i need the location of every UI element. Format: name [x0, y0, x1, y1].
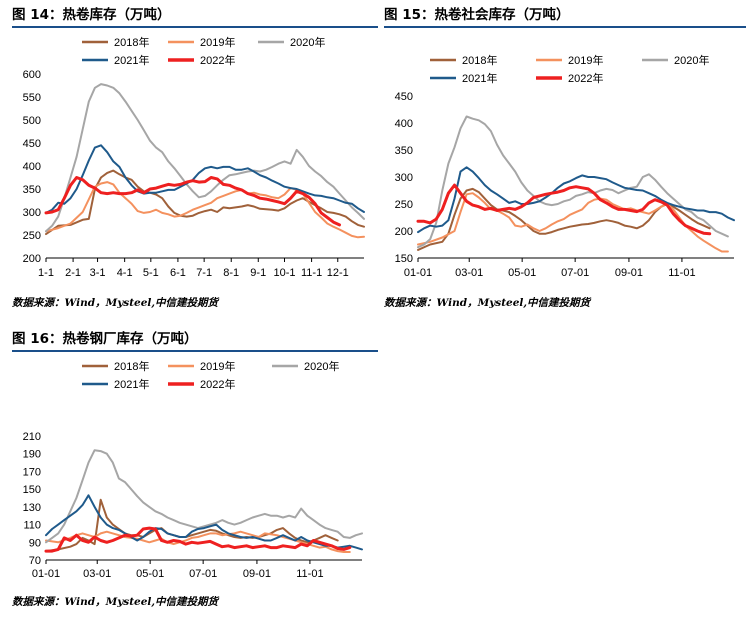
- series-line-2019: [45, 530, 351, 553]
- legend-label: 2021年: [114, 53, 149, 67]
- x-tick-label: 07-01: [561, 267, 589, 279]
- x-tick-label: 9-1: [250, 267, 266, 279]
- legend-label: 2020年: [674, 53, 709, 67]
- y-tick-label: 150: [23, 484, 41, 496]
- legend-label: 2022年: [200, 377, 235, 391]
- x-tick-label: 05-01: [508, 267, 536, 279]
- legend-label: 2020年: [290, 35, 325, 49]
- x-tick-label: 11-01: [668, 267, 695, 279]
- x-tick-label: 03-01: [455, 267, 483, 279]
- legend-label: 2021年: [114, 377, 149, 391]
- series-line-2020: [417, 115, 729, 249]
- x-tick-label: 05-01: [136, 568, 164, 580]
- y-tick-label: 190: [23, 449, 41, 461]
- chart-title: 图 14：热卷库存（万吨）: [12, 7, 171, 23]
- legend-label: 2018年: [462, 53, 497, 67]
- series-line-2020: [45, 449, 363, 544]
- x-tick-label: 09-01: [243, 568, 271, 580]
- data-source-note: 数据来源：Wind，Mysteel,中信建投期货: [12, 596, 219, 608]
- x-tick-label: 01-01: [404, 267, 432, 279]
- legend-label: 2018年: [114, 359, 149, 373]
- series-line-2022: [44, 176, 341, 227]
- line-chart: 70 90 110 130 150 170 190 210 01-01 03-01 05-01 07-…: [23, 359, 363, 580]
- x-tick-label: 09-01: [615, 267, 643, 279]
- y-tick-label: 400: [23, 161, 41, 173]
- series-line-2021: [45, 144, 365, 214]
- y-tick-label: 210: [23, 431, 41, 443]
- legend-label: 2019年: [200, 359, 235, 373]
- legend-label: 2019年: [568, 53, 603, 67]
- legend-label: 2022年: [200, 53, 235, 67]
- y-tick-label: 500: [23, 115, 41, 127]
- y-tick-label: 150: [395, 253, 413, 265]
- y-tick-label: 170: [23, 466, 41, 478]
- y-tick-label: 600: [23, 69, 41, 81]
- data-source-note: 数据来源：Wind，Mysteel,中信建投期货: [12, 297, 219, 309]
- series-line-2020: [45, 83, 365, 233]
- x-tick-label: 4-1: [117, 267, 133, 279]
- x-tick-label: 12-1: [327, 267, 349, 279]
- title-divider: [12, 26, 378, 28]
- series-line-2021: [45, 494, 363, 551]
- x-tick-label: 7-1: [196, 267, 212, 279]
- title-divider: [384, 26, 746, 28]
- legend-label: 2022年: [568, 71, 603, 85]
- y-tick-label: 450: [395, 91, 413, 103]
- chart-panel-hot-coil-inventory: 图 14：热卷库存（万吨） 200 250 300 350 400 450 500 550 60…: [12, 6, 378, 312]
- x-tick-label: 2-1: [65, 267, 81, 279]
- x-tick-label: 1-1: [38, 267, 54, 279]
- y-tick-label: 350: [23, 184, 41, 196]
- series-line-2022: [44, 526, 352, 553]
- series-line-2019: [45, 181, 365, 239]
- legend-label: 2019年: [200, 35, 235, 49]
- y-tick-label: 300: [395, 172, 413, 184]
- x-tick-label: 11-01: [296, 568, 323, 580]
- legend-label: 2018年: [114, 35, 149, 49]
- x-tick-label: 03-01: [83, 568, 111, 580]
- y-tick-label: 250: [23, 230, 41, 242]
- y-tick-label: 200: [395, 226, 413, 238]
- series-line-2021: [417, 166, 735, 234]
- chart-title: 图 16：热卷钢厂库存（万吨）: [12, 331, 198, 347]
- y-tick-label: 250: [395, 199, 413, 211]
- x-tick-label: 11-1: [301, 267, 322, 279]
- series-line-2019: [417, 192, 729, 253]
- line-chart: 150 200 250 300 350 400 450 01-01 03-01 05-01 07-0…: [395, 53, 735, 279]
- x-tick-label: 5-1: [143, 267, 159, 279]
- legend-label: 2021年: [462, 71, 497, 85]
- chart-panel-mill-inventory: 图 16：热卷钢厂库存（万吨） 70 90 110 130 150 170 190 210 01…: [12, 330, 378, 614]
- x-tick-label: 10-1: [273, 267, 295, 279]
- y-tick-label: 130: [23, 502, 41, 514]
- y-tick-label: 450: [23, 138, 41, 150]
- x-tick-label: 3-1: [90, 267, 106, 279]
- line-chart: 200 250 300 350 400 450 500 550 600 1-1 2-1 3-1 4-1 5…: [23, 35, 365, 279]
- y-tick-label: 110: [23, 520, 41, 532]
- x-tick-label: 8-1: [223, 267, 239, 279]
- chart-panel-social-inventory: 图 15：热卷社会库存（万吨） 150 200 250 300 350 400 450 01-…: [384, 6, 746, 312]
- y-tick-label: 70: [29, 555, 41, 567]
- x-tick-label: 01-01: [32, 568, 60, 580]
- data-source-note: 数据来源：Wind，Mysteel,中信建投期货: [384, 297, 591, 309]
- y-tick-label: 350: [395, 145, 413, 157]
- title-divider: [12, 350, 378, 352]
- series-line-2018: [45, 498, 339, 553]
- y-tick-label: 400: [395, 118, 413, 130]
- legend-label: 2020年: [304, 359, 339, 373]
- y-tick-label: 550: [23, 92, 41, 104]
- y-tick-label: 200: [23, 253, 41, 265]
- x-tick-label: 6-1: [170, 267, 186, 279]
- y-tick-label: 90: [29, 537, 41, 549]
- y-tick-label: 300: [23, 207, 41, 219]
- series-line-2022: [416, 183, 712, 236]
- x-tick-label: 07-01: [189, 568, 217, 580]
- chart-title: 图 15：热卷社会库存（万吨）: [384, 7, 570, 23]
